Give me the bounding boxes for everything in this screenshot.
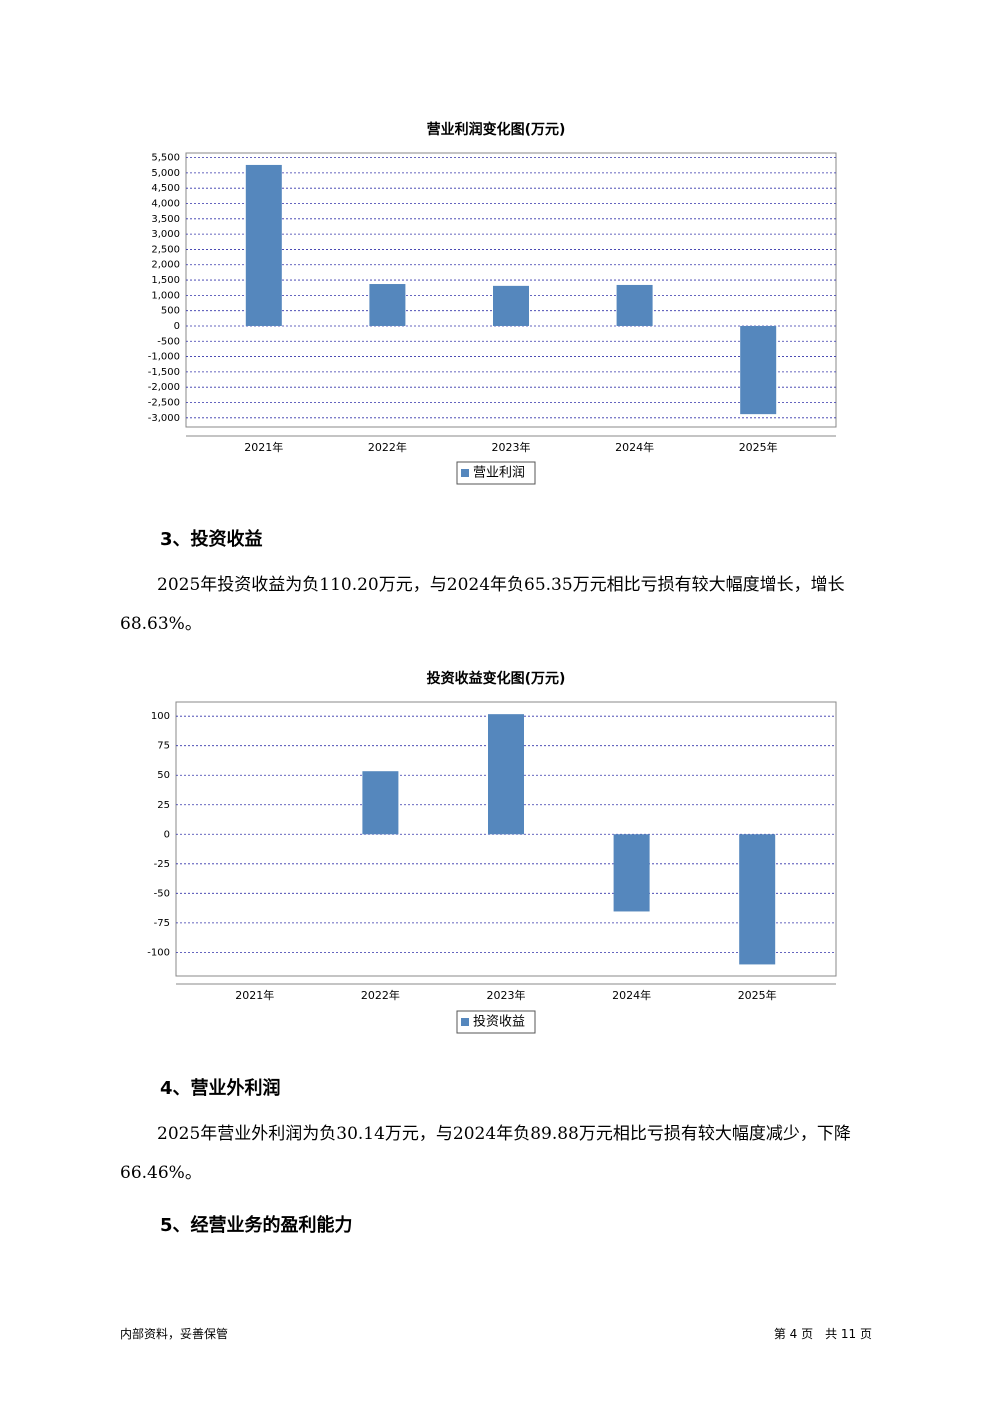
y-tick-label: 5,500	[151, 153, 180, 164]
x-tick-label: 2025年	[738, 988, 777, 1002]
chart-title: 营业利润变化图(万元)	[427, 121, 566, 138]
x-tick-label: 2025年	[739, 440, 778, 454]
y-tick-label: -25	[154, 859, 170, 870]
legend-label: 营业利润	[473, 466, 525, 481]
legend-box	[456, 1010, 536, 1034]
y-tick-label: 0	[164, 829, 170, 840]
bar	[245, 164, 282, 326]
y-tick-label: 1,500	[151, 275, 180, 286]
bar	[362, 771, 399, 835]
heading: 5、经营业务的盈利能力	[160, 1215, 353, 1236]
y-tick-label: -500	[157, 336, 180, 347]
x-tick-label: 2024年	[612, 988, 651, 1002]
bar	[739, 834, 776, 965]
bar	[616, 284, 653, 326]
footer-right: 第 4 页 共 11 页	[773, 1327, 872, 1341]
heading: 3、投资收益	[160, 529, 263, 550]
footer-left: 内部资料，妥善保管	[120, 1327, 229, 1341]
y-tick-label: -1,500	[148, 367, 180, 378]
y-tick-label: 5,000	[151, 168, 180, 179]
bar	[613, 834, 650, 912]
y-tick-label: -3,000	[148, 413, 180, 424]
y-tick-label: -1,000	[148, 352, 180, 363]
paragraph: 2025年营业外利润为负30.14万元，与2024年负89.88万元相比亏损有较…	[120, 1124, 851, 1183]
x-tick-label: 2021年	[235, 988, 274, 1002]
legend-swatch	[461, 469, 469, 477]
x-tick-label: 2022年	[368, 440, 407, 454]
x-tick-label: 2023年	[492, 440, 531, 454]
x-tick-label: 2022年	[361, 988, 400, 1002]
y-tick-label: 50	[157, 770, 170, 781]
bar	[488, 714, 524, 835]
heading: 4、营业外利润	[160, 1078, 281, 1099]
y-tick-label: 4,500	[151, 183, 180, 194]
y-tick-label: 1,000	[151, 290, 180, 301]
y-tick-label: 25	[157, 800, 170, 811]
legend-label: 投资收益	[473, 1014, 525, 1030]
paragraph: 2025年投资收益为负110.20万元，与2024年负65.35万元相比亏损有较…	[120, 575, 845, 634]
y-tick-label: -2,000	[148, 382, 180, 393]
y-tick-label: 2,000	[151, 260, 180, 271]
legend-swatch	[461, 1018, 469, 1026]
y-tick-label: 2,500	[151, 244, 180, 255]
y-tick-label: 3,500	[151, 214, 180, 225]
bar	[493, 285, 529, 326]
y-tick-label: 500	[161, 306, 180, 317]
y-tick-label: -75	[154, 918, 170, 929]
y-tick-label: 4,000	[151, 199, 180, 210]
y-tick-label: 75	[157, 741, 170, 752]
y-tick-label: -2,500	[148, 398, 180, 409]
y-tick-label: -50	[154, 888, 170, 899]
chart-title: 投资收益变化图(万元)	[427, 670, 566, 687]
x-tick-label: 2024年	[615, 440, 654, 454]
y-tick-label: 100	[151, 711, 170, 722]
y-tick-label: 0	[174, 321, 180, 332]
bar	[369, 284, 406, 326]
y-tick-label: -100	[147, 947, 170, 958]
bar	[740, 325, 777, 415]
x-tick-label: 2023年	[487, 988, 526, 1002]
x-tick-label: 2021年	[244, 440, 283, 454]
y-tick-label: 3,000	[151, 229, 180, 240]
legend-box	[456, 461, 536, 485]
